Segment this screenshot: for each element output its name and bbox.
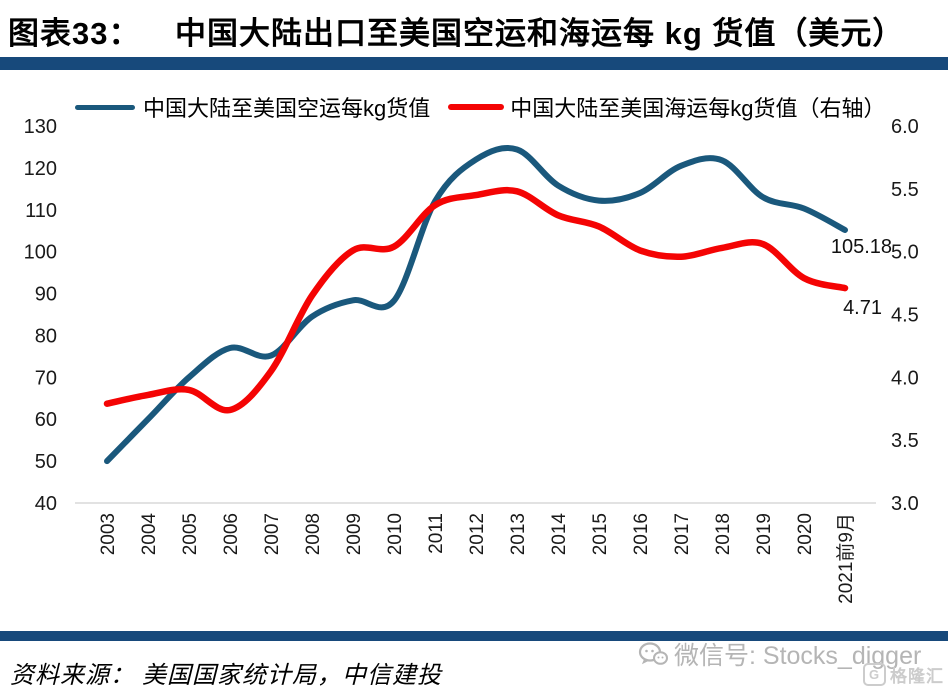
y-axis-right-tick-label: 4.5 — [891, 305, 919, 327]
x-axis-tick-label: 2013 — [508, 513, 529, 555]
y-axis-left-tick-label: 100 — [24, 242, 57, 264]
y-axis-left-tick-label: 60 — [35, 409, 57, 431]
x-axis-tick-label: 2017 — [672, 513, 693, 555]
gelonghui-logo-icon: G — [863, 663, 886, 686]
air-series-line — [104, 145, 848, 465]
x-axis-tick-label: 2015 — [590, 513, 611, 555]
chart-legend: 中国大陆至美国空运每kg货值 中国大陆至美国海运每kg货值（右轴） — [75, 93, 886, 121]
gelonghui-logo: G 格隆汇 — [863, 662, 944, 687]
x-axis-tick-label: 2008 — [303, 513, 324, 555]
x-axis-tick-label: 2016 — [631, 513, 652, 555]
watermark-text: 微信号: Stocks_digger — [674, 642, 922, 670]
gelonghui-logo-text: 格隆汇 — [890, 667, 944, 686]
page-title: 中国大陆出口至美国空运和海运每 kg 货值（美元） — [175, 16, 905, 51]
y-axis-left-tick-label: 120 — [24, 158, 57, 180]
air-series-line-swatch — [75, 104, 135, 110]
air-end-value-label: 105.18 — [830, 236, 892, 258]
y-axis-right-tick-label: 3.5 — [891, 430, 919, 452]
y-axis-left-tick-label: 40 — [35, 493, 57, 515]
x-axis-tick-label: 2005 — [180, 513, 201, 555]
sea-series-line — [103, 186, 849, 414]
top-divider-bar — [0, 57, 948, 70]
y-axis-right-tick-label: 5.5 — [891, 179, 919, 201]
legend-label-air: 中国大陆至美国空运每kg货值 — [143, 96, 431, 121]
sea-series-line-swatch — [448, 104, 505, 110]
x-axis-tick-label: 2019 — [754, 513, 775, 555]
x-axis-tick-label: 2018 — [713, 513, 734, 555]
y-axis-left-tick-label: 110 — [25, 200, 57, 222]
y-axis-left-tick-label: 70 — [35, 367, 57, 389]
x-axis-tick-label: 2010 — [385, 513, 406, 555]
y-axis-right-tick-label: 3.0 — [891, 493, 919, 515]
x-axis-tick-label: 2009 — [344, 513, 365, 555]
x-axis-tick-label: 2007 — [262, 513, 283, 555]
bottom-divider-bar — [0, 631, 948, 641]
source-note: 资料来源： 美国国家统计局，中信建投 — [10, 663, 442, 689]
legend-label-sea: 中国大陆至美国海运每kg货值（右轴） — [510, 96, 886, 121]
x-axis-tick-label: 2020 — [795, 513, 816, 555]
wechat-icon — [638, 641, 668, 665]
x-axis-tick-label: 2003 — [98, 513, 119, 555]
x-axis-tick-label: 2006 — [221, 513, 242, 555]
y-axis-right-tick-label: 4.0 — [891, 367, 919, 389]
y-axis-left-tick-label: 130 — [24, 116, 57, 138]
sea-end-value-label: 4.71 — [843, 297, 882, 319]
y-axis-right-tick-label: 5.0 — [891, 242, 919, 264]
x-axis-tick-label: 2011 — [426, 513, 447, 554]
wechat-watermark: 微信号: Stocks_digger — [638, 636, 921, 672]
x-axis-tick-label: 2004 — [139, 513, 160, 556]
y-axis-left-tick-label: 90 — [35, 284, 57, 306]
x-axis-tick-label: 2012 — [467, 513, 488, 555]
figure-number-label: 图表33： — [8, 16, 141, 51]
y-axis-left-tick-label: 50 — [35, 451, 57, 473]
y-axis-left-tick-label: 80 — [35, 325, 57, 347]
y-axis-right-tick-label: 6.0 — [891, 116, 919, 138]
x-axis-tick-label: 2014 — [549, 513, 570, 556]
x-axis-tick-label: 2021前9月 — [835, 513, 857, 604]
